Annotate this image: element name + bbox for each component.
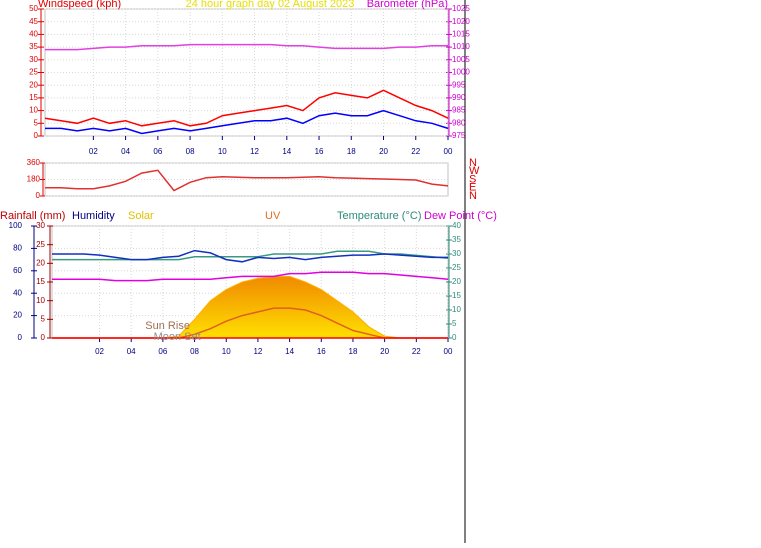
y-tick-label: 20 [13, 311, 22, 320]
y-tick-label: 25 [29, 68, 38, 77]
y-tick-label: 45 [29, 17, 38, 26]
x-tick-label: 12 [250, 147, 259, 156]
y-tick-label: 30 [36, 221, 45, 230]
y-tick-label: 25 [36, 240, 45, 249]
x-tick-label: 04 [127, 347, 136, 356]
axis-legend-label: UV [265, 210, 281, 222]
line [45, 109, 449, 135]
y-tick-label: S [469, 173, 476, 185]
y-tick-label: W [469, 165, 480, 177]
y-tick-label: 15 [36, 277, 45, 286]
x-tick-label: 06 [153, 147, 162, 156]
y-tick-label: 15 [452, 291, 461, 300]
y-tick-label: 1010 [452, 42, 470, 51]
y-tick-label: 40 [13, 288, 22, 297]
y-tick-label: 100 [9, 221, 23, 230]
line [52, 249, 448, 263]
x-tick-label: 10 [222, 347, 231, 356]
x-tick-label: 04 [121, 147, 130, 156]
y-tick-label: 5 [452, 319, 457, 328]
y-tick-label: 35 [452, 235, 461, 244]
y-tick-label: 20 [29, 80, 38, 89]
x-tick-label: 16 [317, 347, 326, 356]
y2-axis-title: Barometer (hPa) [367, 0, 448, 10]
y-tick-label: 5 [41, 314, 46, 323]
y-tick-label: 975 [452, 131, 466, 140]
y-tick-label: 40 [29, 30, 38, 39]
y-tick-label: 0 [36, 191, 41, 200]
x-tick-label: 02 [95, 347, 104, 356]
y-tick-label: 20 [452, 277, 461, 286]
y-tick-label: 0 [452, 333, 457, 342]
y-tick-label: 30 [452, 249, 461, 258]
x-tick-label: 10 [218, 147, 227, 156]
axis-legend-label: Solar [128, 210, 154, 222]
chart-title: 24 hour graph day 02 August 2023 [186, 0, 355, 10]
y-axis-title: Windspeed (kph) [38, 0, 121, 10]
axis-legend-label: Dew Point (°C) [424, 210, 497, 222]
annotation: Sun Rise [145, 320, 190, 332]
y-tick-label: 35 [29, 42, 38, 51]
y-tick-label: 995 [452, 80, 466, 89]
x-tick-label: 22 [412, 347, 421, 356]
y-tick-label: 20 [36, 258, 45, 267]
y-tick-label: 985 [452, 106, 466, 115]
line [52, 271, 449, 282]
y-tick-label: 10 [29, 106, 38, 115]
y-tick-label: 15 [29, 93, 38, 102]
y-tick-label: 0 [18, 333, 23, 342]
y-tick-label: N [469, 190, 477, 202]
y-tick-label: 1025 [452, 4, 470, 13]
y-tick-label: 10 [36, 296, 45, 305]
y-tick-label: 1000 [452, 68, 470, 77]
x-tick-label: 08 [190, 347, 199, 356]
axis-legend-label: Humidity [72, 210, 115, 222]
axis-legend-label: Rainfall (mm) [0, 210, 65, 222]
line [44, 89, 449, 127]
x-tick-label: 22 [411, 147, 420, 156]
y-tick-label: 180 [27, 175, 41, 184]
x-tick-label: 08 [186, 147, 195, 156]
x-tick-label: 16 [315, 147, 324, 156]
y-tick-label: 1015 [452, 30, 470, 39]
y-tick-label: 30 [29, 55, 38, 64]
y-tick-label: 10 [452, 305, 461, 314]
y-tick-label: 5 [34, 118, 39, 127]
x-tick-label: 20 [379, 147, 388, 156]
x-tick-label: 12 [253, 347, 262, 356]
y-tick-label: 980 [452, 118, 466, 127]
y-tick-label: 1020 [452, 17, 470, 26]
line [45, 169, 449, 192]
x-tick-label: 00 [444, 147, 453, 156]
annotation: Moon Set [154, 331, 201, 343]
axis-legend-label: Temperature (°C) [337, 210, 421, 222]
x-tick-label: 06 [158, 347, 167, 356]
y-tick-label: 80 [13, 244, 22, 253]
y-tick-label: 1005 [452, 55, 470, 64]
x-tick-label: 18 [347, 147, 356, 156]
x-tick-label: 00 [444, 347, 453, 356]
x-tick-label: 18 [349, 347, 358, 356]
y-tick-label: E [469, 182, 476, 194]
y-tick-label: 25 [452, 263, 461, 272]
y-tick-label: 0 [34, 131, 39, 140]
x-tick-label: 14 [282, 147, 291, 156]
y-tick-label: 50 [29, 4, 38, 13]
x-tick-label: 20 [380, 347, 389, 356]
y-tick-label: 0 [41, 333, 46, 342]
y-tick-label: 40 [452, 221, 461, 230]
y-tick-label: 990 [452, 93, 466, 102]
x-tick-label: 14 [285, 347, 294, 356]
x-tick-label: 02 [89, 147, 98, 156]
y-tick-label: 360 [27, 158, 41, 167]
y-tick-label: N [469, 157, 477, 169]
line [45, 43, 448, 51]
y-tick-label: 60 [13, 266, 22, 275]
